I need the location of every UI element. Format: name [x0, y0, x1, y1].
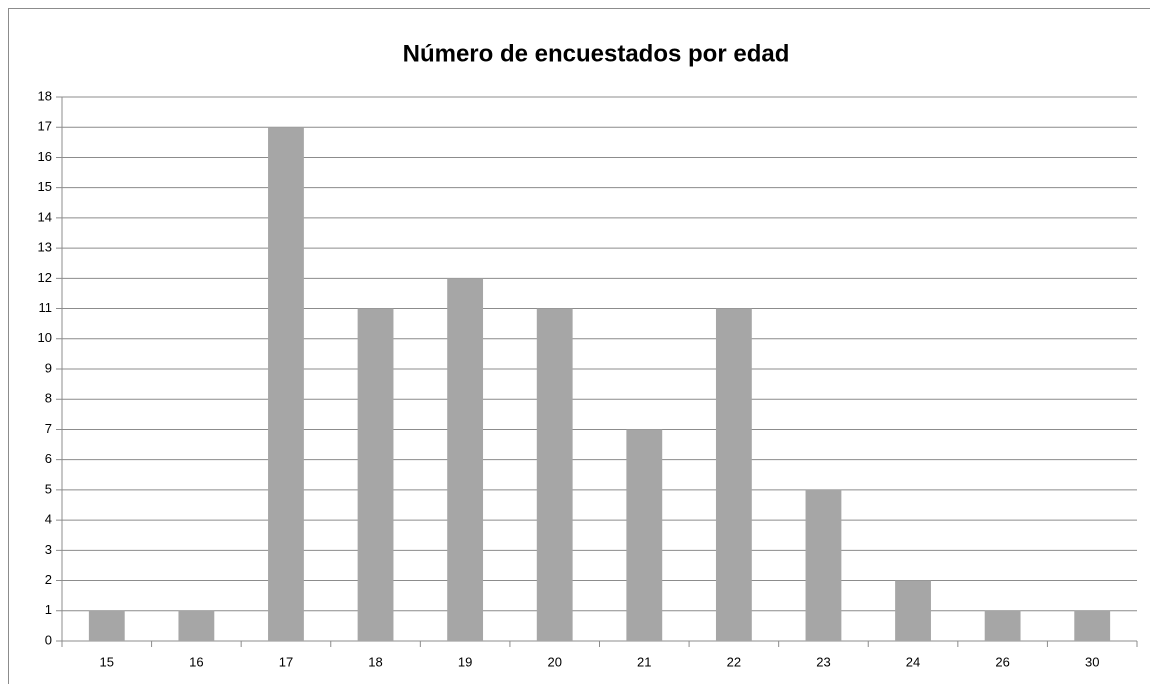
y-tick-label: 8 — [45, 391, 52, 406]
y-tick-label: 12 — [38, 270, 52, 285]
x-tick-label: 17 — [279, 654, 293, 669]
x-tick-label: 18 — [368, 654, 382, 669]
bar — [178, 610, 215, 641]
x-tick-label: 26 — [995, 654, 1009, 669]
x-tick-label: 20 — [547, 654, 561, 669]
y-tick-label: 15 — [38, 179, 52, 194]
x-tick-label: 24 — [906, 654, 920, 669]
y-tick-label: 11 — [39, 300, 53, 315]
x-tick-label: 22 — [727, 654, 741, 669]
bar — [536, 308, 573, 641]
bar — [357, 308, 394, 641]
y-tick-label: 3 — [45, 542, 52, 557]
x-tick-label: 30 — [1085, 654, 1099, 669]
y-tick-label: 2 — [45, 572, 52, 587]
y-tick-label: 0 — [45, 632, 52, 647]
y-tick-label: 7 — [45, 421, 52, 436]
bar — [895, 580, 931, 641]
y-tick-label: 18 — [38, 88, 52, 103]
chart-title: Número de encuestados por edad — [403, 40, 790, 67]
y-tick-label: 4 — [45, 512, 52, 527]
y-tick-label: 9 — [45, 360, 52, 375]
y-tick-label: 14 — [38, 209, 52, 224]
bar — [1074, 610, 1111, 641]
y-tick-label: 5 — [45, 481, 52, 496]
y-tick-label: 1 — [45, 602, 52, 617]
x-tick-label: 16 — [189, 654, 203, 669]
chart-frame — [8, 8, 1150, 684]
bar — [88, 610, 125, 641]
bar — [715, 308, 752, 641]
x-tick-label: 19 — [458, 654, 472, 669]
x-tick-label: 15 — [100, 654, 114, 669]
x-tick-label: 21 — [637, 654, 651, 669]
bar — [805, 489, 842, 641]
y-tick-label: 17 — [38, 119, 52, 134]
x-tick-label: 23 — [816, 654, 830, 669]
bar — [984, 610, 1021, 641]
y-tick-label: 10 — [38, 330, 52, 345]
bar — [447, 278, 484, 641]
y-tick-label: 16 — [38, 149, 52, 164]
y-tick-label: 13 — [38, 240, 52, 255]
bar — [268, 127, 304, 641]
y-tick-label: 6 — [45, 451, 52, 466]
bar — [626, 429, 663, 641]
